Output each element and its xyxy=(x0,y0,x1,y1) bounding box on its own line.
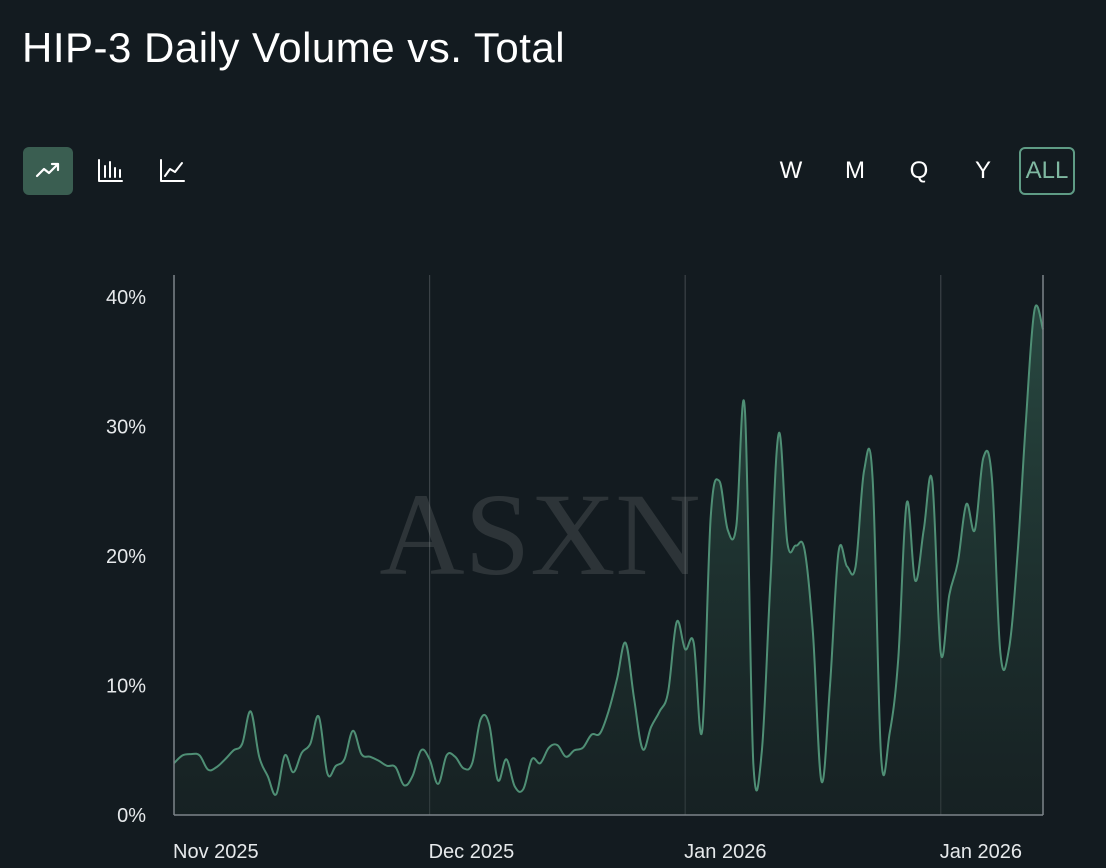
series-line[interactable] xyxy=(173,304,1044,796)
watermark: ASXN xyxy=(379,469,700,600)
x-tick-label: Dec 2025 xyxy=(429,841,515,863)
trend-up-icon xyxy=(35,162,60,178)
range-y-button[interactable]: Y xyxy=(974,157,991,184)
bar-chart-icon xyxy=(98,159,123,182)
series xyxy=(173,304,1044,815)
page-title: HIP-3 Daily Volume vs. Total xyxy=(22,24,566,71)
y-axis: 0% 10% 20% 30% 40% xyxy=(106,287,146,827)
time-range-selector: W M Q Y ALL xyxy=(763,147,1075,195)
axes xyxy=(173,275,1044,816)
bar-chart-button[interactable] xyxy=(85,147,135,195)
line-chart-icon xyxy=(160,159,185,182)
x-tick-label: Nov 2025 xyxy=(173,841,259,863)
range-w-button[interactable]: W xyxy=(779,157,803,184)
x-tick-label: Jan 2026 xyxy=(940,841,1022,863)
y-tick-label: 0% xyxy=(117,805,146,827)
y-tick-label: 30% xyxy=(106,417,146,439)
y-tick-label: 20% xyxy=(106,546,146,568)
range-m-button[interactable]: M xyxy=(845,157,865,184)
y-tick-label: 40% xyxy=(106,287,146,309)
x-tick-label: Jan 2026 xyxy=(684,841,766,863)
line-chart-button[interactable] xyxy=(147,147,197,195)
range-q-button[interactable]: Q xyxy=(909,157,929,184)
range-all-button[interactable]: ALL xyxy=(1019,147,1075,195)
y-tick-label: 10% xyxy=(106,676,146,698)
line-trend-button[interactable] xyxy=(23,147,73,195)
chart-type-toggle xyxy=(23,147,197,195)
